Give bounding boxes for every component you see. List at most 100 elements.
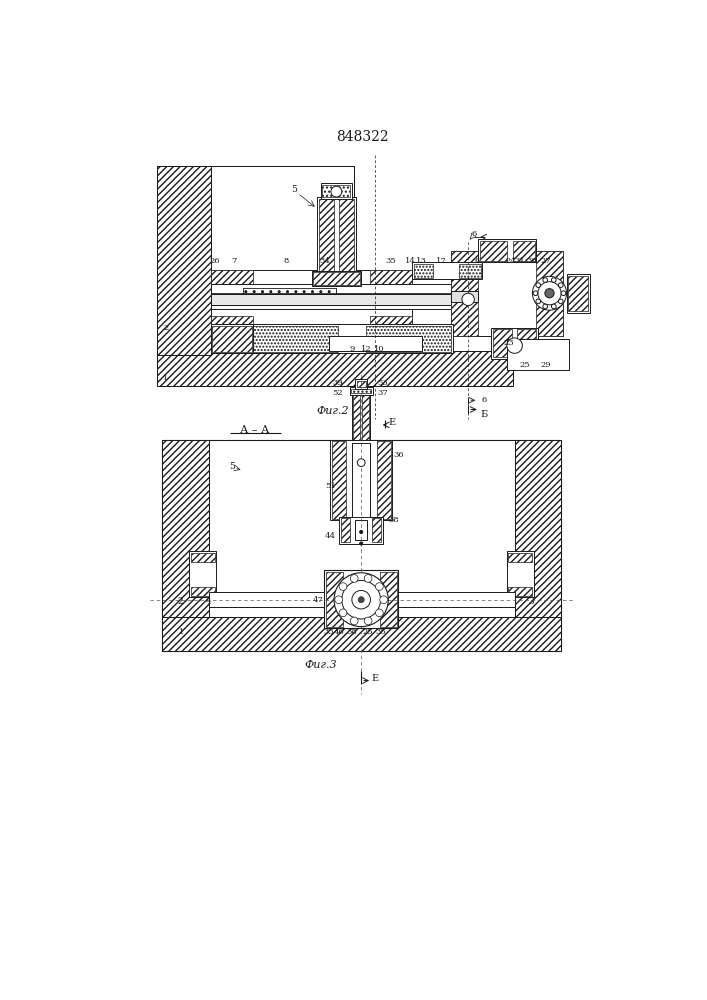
Text: 9: 9 — [349, 345, 355, 353]
Bar — [162, 440, 209, 617]
Text: 46: 46 — [334, 628, 345, 636]
Circle shape — [375, 583, 383, 590]
Circle shape — [360, 530, 363, 533]
Bar — [211, 270, 412, 284]
Circle shape — [351, 617, 358, 625]
Text: А – А: А – А — [240, 425, 269, 435]
Circle shape — [551, 278, 556, 282]
Circle shape — [352, 590, 370, 609]
Text: 35: 35 — [385, 257, 396, 265]
Bar — [451, 251, 563, 336]
Bar — [324, 570, 398, 628]
Text: 25: 25 — [362, 628, 373, 636]
Circle shape — [339, 609, 347, 617]
Circle shape — [462, 293, 474, 306]
Text: 53: 53 — [378, 379, 388, 387]
Text: 4: 4 — [206, 597, 211, 606]
Circle shape — [536, 283, 541, 287]
Bar — [517, 329, 537, 357]
Bar — [370, 270, 412, 284]
Bar — [507, 339, 569, 370]
Bar — [354, 395, 361, 440]
Circle shape — [360, 542, 363, 545]
Bar — [162, 440, 209, 617]
Text: 1: 1 — [179, 628, 184, 636]
Text: 1: 1 — [163, 374, 168, 382]
Text: 33: 33 — [323, 628, 334, 636]
Text: 36: 36 — [393, 451, 404, 459]
Bar — [459, 264, 481, 278]
Circle shape — [543, 304, 547, 309]
Circle shape — [339, 583, 347, 590]
Text: 10: 10 — [375, 345, 385, 353]
Text: Фиг.3: Фиг.3 — [305, 660, 337, 670]
Text: 39: 39 — [332, 379, 344, 387]
Text: E: E — [389, 418, 396, 427]
Text: 848322: 848322 — [336, 130, 388, 144]
Circle shape — [543, 278, 547, 282]
Bar — [478, 239, 537, 262]
Bar — [352, 393, 370, 441]
Bar — [156, 166, 211, 355]
Text: 13: 13 — [416, 257, 427, 265]
Circle shape — [545, 289, 554, 298]
Text: 2: 2 — [177, 597, 182, 606]
Bar — [362, 395, 369, 440]
Text: 47: 47 — [313, 596, 324, 604]
Circle shape — [536, 299, 541, 304]
Circle shape — [532, 276, 566, 310]
Text: 38: 38 — [388, 516, 399, 524]
Bar — [211, 270, 253, 284]
Text: 25: 25 — [520, 361, 530, 369]
Circle shape — [334, 573, 388, 627]
Text: 44: 44 — [325, 532, 336, 540]
Bar — [352, 443, 370, 517]
Circle shape — [533, 291, 538, 296]
Bar — [189, 551, 216, 597]
Bar — [211, 316, 253, 324]
Bar — [252, 326, 338, 352]
Text: 2: 2 — [163, 324, 168, 332]
Bar — [212, 326, 252, 352]
Text: 37: 37 — [378, 389, 388, 397]
Bar — [211, 324, 253, 353]
Text: Б: Б — [480, 410, 487, 419]
Text: 7: 7 — [231, 257, 237, 265]
Bar — [493, 329, 513, 357]
Bar — [156, 351, 513, 386]
Bar — [537, 251, 563, 336]
Circle shape — [341, 580, 380, 619]
Bar — [366, 326, 451, 352]
Circle shape — [559, 283, 563, 287]
Bar — [191, 587, 215, 596]
Circle shape — [364, 575, 372, 582]
Bar — [451, 251, 478, 336]
Bar — [322, 185, 351, 197]
Bar — [356, 381, 366, 387]
Text: 51: 51 — [325, 482, 336, 490]
Text: 30: 30 — [527, 257, 537, 265]
Bar — [513, 241, 534, 261]
Bar — [312, 271, 361, 286]
Text: 17: 17 — [436, 257, 446, 265]
Bar — [568, 276, 588, 311]
Bar — [191, 553, 215, 562]
Text: 5: 5 — [229, 462, 235, 471]
Bar — [211, 309, 412, 324]
Text: E: E — [372, 674, 379, 683]
Bar — [319, 199, 334, 272]
Circle shape — [375, 609, 383, 617]
Bar — [156, 166, 211, 355]
Bar — [398, 592, 515, 607]
Bar — [566, 274, 590, 312]
Bar — [211, 166, 354, 297]
Bar — [508, 587, 532, 596]
Bar — [515, 440, 561, 617]
Bar — [377, 441, 391, 519]
Bar — [243, 288, 337, 302]
Text: 52: 52 — [332, 389, 343, 397]
Bar — [162, 440, 561, 651]
Text: 34: 34 — [320, 257, 330, 265]
Bar — [332, 441, 346, 519]
Text: Фиг.2: Фиг.2 — [316, 406, 349, 416]
